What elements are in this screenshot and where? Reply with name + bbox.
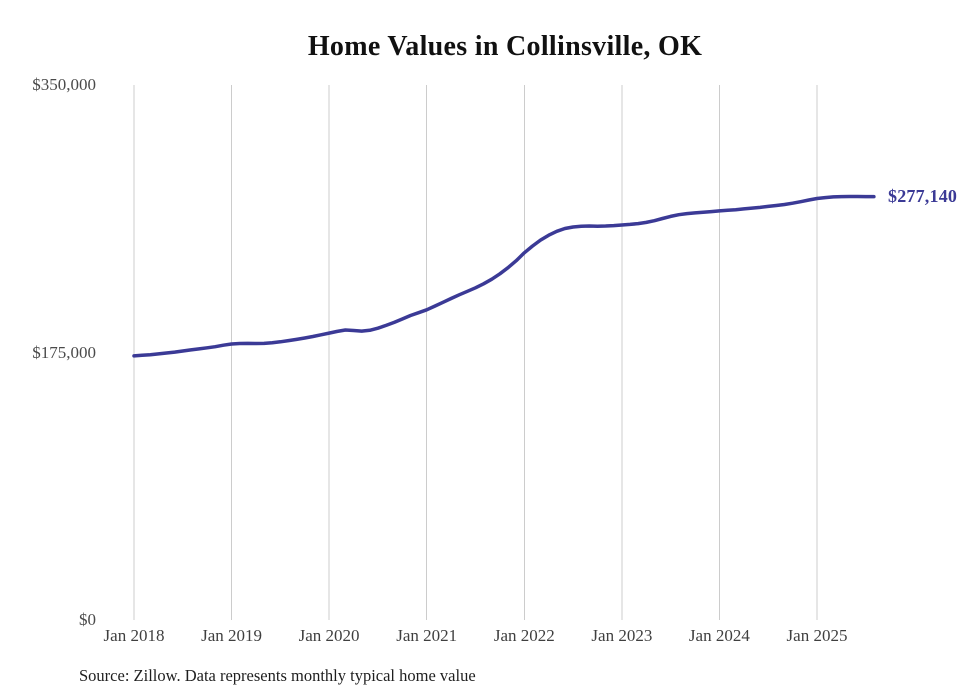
x-axis-tick-jan-2024: Jan 2024 xyxy=(688,626,750,645)
y-axis-tick-0: $0 xyxy=(79,610,96,629)
source-note: Source: Zillow. Data represents monthly … xyxy=(79,666,476,685)
y-axis-tick-350000: $350,000 xyxy=(32,75,96,94)
vertical-gridlines xyxy=(133,85,818,620)
x-axis-tick-jan-2019: Jan 2019 xyxy=(201,626,263,645)
chart-title: Home Values in Collinsville, OK xyxy=(307,31,703,62)
home-value-line xyxy=(132,194,876,358)
x-axis-tick-jan-2022: Jan 2022 xyxy=(493,626,555,645)
latest-value-label: $277,140 xyxy=(888,186,958,207)
x-axis-tick-jan-2020: Jan 2020 xyxy=(298,626,360,645)
x-axis-tick-jan-2023: Jan 2023 xyxy=(591,626,653,645)
x-axis-tick-jan-2018: Jan 2018 xyxy=(103,626,165,645)
x-axis-tick-jan-2021: Jan 2021 xyxy=(396,626,458,645)
y-axis-tick-175000: $175,000 xyxy=(32,343,96,362)
x-axis-tick-jan-2025: Jan 2025 xyxy=(786,626,848,645)
